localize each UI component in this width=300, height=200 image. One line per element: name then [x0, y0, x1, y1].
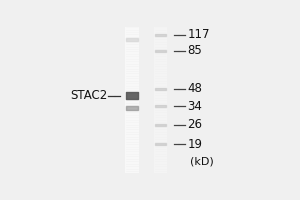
Bar — [154, 27, 167, 173]
Text: 117: 117 — [188, 28, 210, 41]
Text: (kD): (kD) — [190, 157, 214, 167]
Bar — [125, 27, 139, 173]
Text: 48: 48 — [188, 82, 202, 95]
Text: 34: 34 — [188, 100, 202, 113]
Text: 85: 85 — [188, 44, 202, 57]
Text: 19: 19 — [188, 138, 202, 151]
Text: STAC2: STAC2 — [70, 89, 107, 102]
Text: 26: 26 — [188, 118, 202, 131]
